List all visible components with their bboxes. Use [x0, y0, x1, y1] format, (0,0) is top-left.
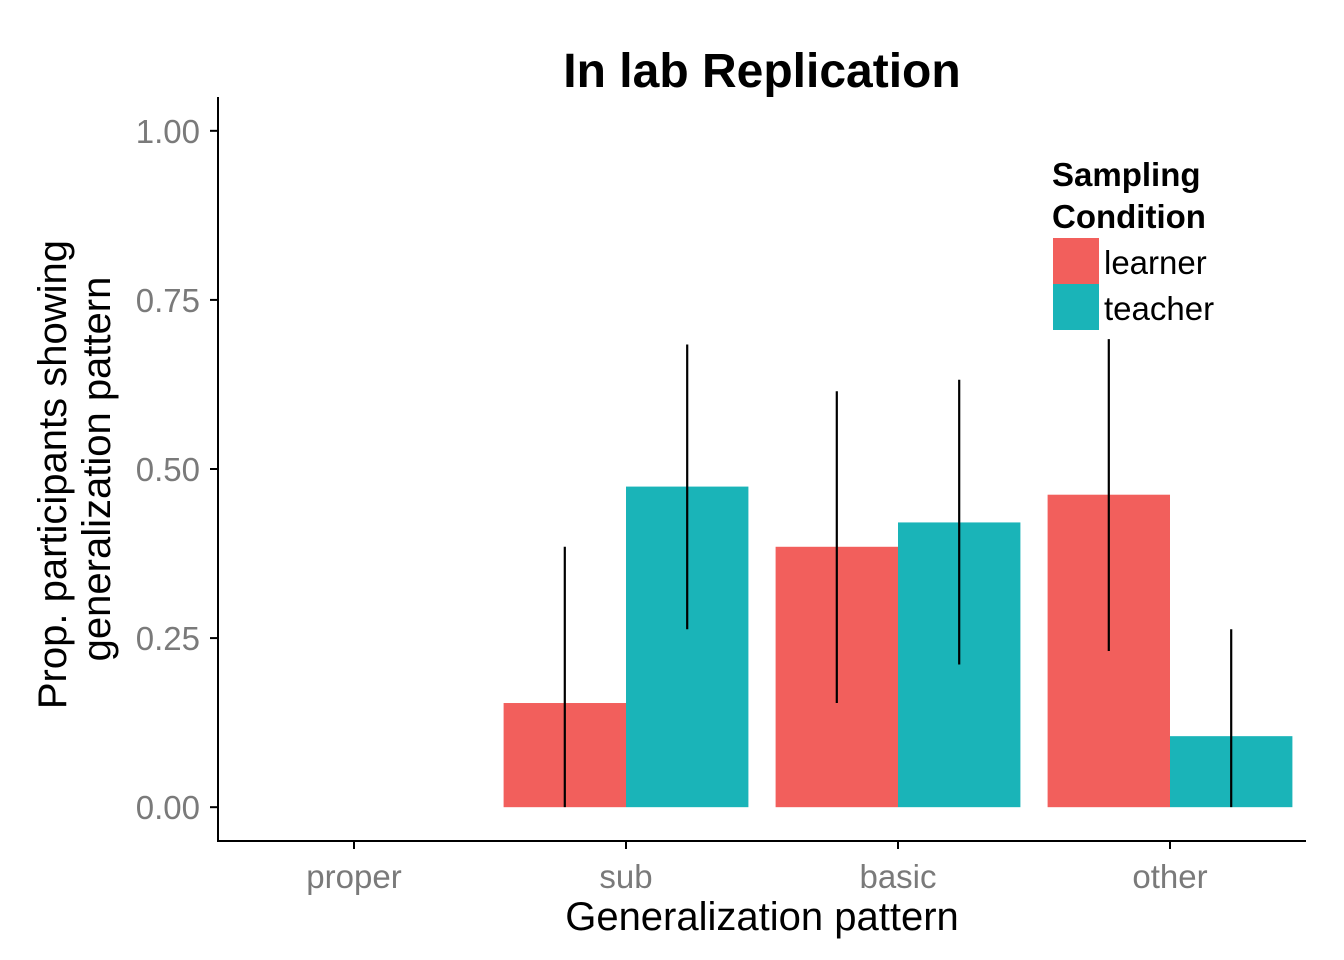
y-axis-title: Prop. participants showing generalizatio…: [31, 229, 119, 709]
x-ticks: proper sub basic other: [306, 841, 1208, 895]
legend-title: Sampling Condition: [1052, 156, 1210, 235]
y-axis-title-line-2: generalization pattern: [75, 277, 119, 662]
legend-swatch-teacher: [1053, 284, 1099, 330]
legend-label-teacher: teacher: [1104, 290, 1214, 327]
legend-title-line-1: Sampling: [1052, 156, 1201, 193]
y-tick-label: 0.75: [136, 282, 200, 319]
legend-label-learner: learner: [1104, 244, 1207, 281]
x-tick-label-sub: sub: [599, 858, 652, 895]
y-tick-label: 0.50: [136, 451, 200, 488]
legend-title-line-2: Condition: [1052, 198, 1206, 235]
x-axis-title: Generalization pattern: [565, 895, 959, 939]
y-tick-label: 1.00: [136, 113, 200, 150]
x-tick-label-proper: proper: [306, 858, 401, 895]
y-tick-label: 0.25: [136, 620, 200, 657]
chart-title: In lab Replication: [563, 45, 960, 98]
x-tick-label-basic: basic: [859, 858, 936, 895]
legend-swatch-learner: [1053, 238, 1099, 284]
legend: Sampling Condition learner teacher: [1052, 156, 1214, 330]
y-axis-title-line-1: Prop. participants showing: [31, 240, 75, 709]
y-tick-label: 0.00: [136, 789, 200, 826]
legend-items: learner teacher: [1053, 238, 1214, 330]
plot-area: [503, 339, 1293, 808]
y-ticks: 0.00 0.25 0.50 0.75 1.00: [136, 113, 218, 826]
x-tick-label-other: other: [1132, 858, 1207, 895]
